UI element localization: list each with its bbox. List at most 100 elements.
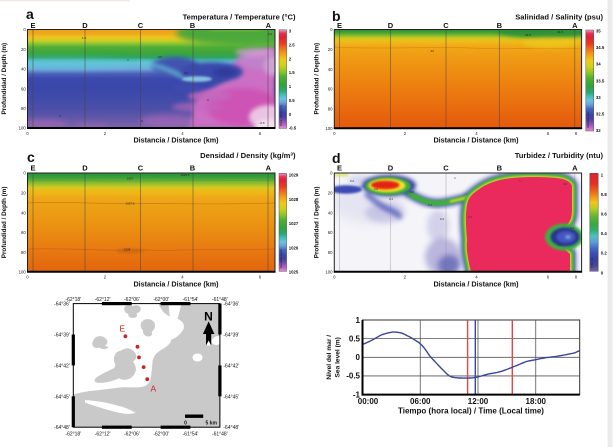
svg-text:N: N	[204, 310, 213, 324]
svg-text:Temperatura / Temperature (°C): Temperatura / Temperature (°C)	[183, 13, 296, 22]
svg-text:C: C	[443, 163, 449, 172]
svg-text:1: 1	[601, 173, 604, 178]
svg-text:B: B	[497, 163, 503, 172]
svg-text:60: 60	[21, 230, 26, 235]
svg-text:0.2: 0.2	[440, 217, 445, 221]
svg-text:Profundidad / Depth (m): Profundidad / Depth (m)	[1, 187, 8, 259]
svg-text:0.6: 0.6	[570, 226, 575, 230]
svg-text:18:00: 18:00	[526, 397, 547, 406]
svg-text:0: 0	[356, 353, 361, 362]
svg-text:0.4: 0.4	[428, 203, 433, 207]
svg-text:0.2: 0.2	[468, 215, 473, 219]
svg-text:Distancia / Distance (km): Distancia / Distance (km)	[133, 135, 219, 144]
svg-text:8: 8	[575, 274, 578, 279]
svg-text:Densidad / Density (kg/m³): Densidad / Density (kg/m³)	[200, 151, 296, 160]
svg-text:-64°39': -64°39'	[223, 333, 239, 339]
svg-text:-62°06': -62°06'	[124, 432, 140, 438]
svg-text:4: 4	[181, 274, 184, 279]
svg-text:2: 2	[404, 131, 407, 136]
svg-text:40: 40	[21, 67, 26, 72]
svg-text:-0.5: -0.5	[289, 126, 297, 131]
svg-text:0: 0	[26, 274, 29, 279]
svg-text:100: 100	[325, 126, 333, 131]
svg-text:0.6: 0.6	[410, 190, 415, 194]
svg-text:0: 0	[289, 112, 292, 117]
svg-text:1027: 1027	[289, 221, 299, 226]
svg-text:00:00: 00:00	[358, 397, 379, 406]
svg-text:Salinidad / Salinity (psu): Salinidad / Salinity (psu)	[515, 13, 603, 22]
svg-text:Temp. ITS-90 (°C): Temp. ITS-90 (°C)	[279, 105, 283, 126]
svg-text:-61°54': -61°54'	[183, 432, 199, 438]
svg-text:4: 4	[181, 131, 184, 136]
svg-text:D: D	[82, 21, 88, 30]
svg-text:B: B	[190, 163, 196, 172]
svg-text:32: 32	[596, 128, 601, 133]
svg-text:60: 60	[328, 230, 333, 235]
svg-text:0: 0	[23, 27, 26, 32]
svg-text:12:00: 12:00	[468, 397, 489, 406]
svg-text:Distancia / Distance (km): Distancia / Distance (km)	[433, 280, 519, 289]
svg-text:4: 4	[475, 131, 478, 136]
svg-text:1027.5: 1027.5	[125, 202, 135, 206]
svg-text:E: E	[30, 21, 35, 30]
svg-text:D: D	[82, 163, 88, 172]
svg-text:-61°48': -61°48'	[212, 297, 228, 303]
svg-text:5 km: 5 km	[206, 421, 218, 427]
svg-text:Tiempo (hora local) / Time (Lo: Tiempo (hora local) / Time (Local time)	[398, 407, 544, 416]
svg-text:0.6: 0.6	[601, 212, 608, 217]
svg-text:0: 0	[207, 98, 209, 102]
svg-text:60: 60	[21, 86, 26, 91]
svg-text:0.4: 0.4	[389, 197, 394, 201]
svg-text:1: 1	[519, 179, 521, 183]
svg-text:2: 2	[289, 56, 292, 61]
svg-text:6: 6	[547, 274, 550, 279]
svg-text:3: 3	[289, 29, 292, 34]
svg-text:Profundidad / Depth (m): Profundidad / Depth (m)	[314, 43, 321, 115]
svg-text:20: 20	[21, 47, 26, 52]
svg-text:D: D	[388, 163, 394, 172]
svg-text:a: a	[26, 6, 34, 22]
svg-text:0: 0	[141, 119, 143, 123]
svg-text:33.5: 33.5	[596, 78, 605, 83]
svg-text:E: E	[30, 163, 35, 172]
svg-text:100: 100	[19, 270, 27, 275]
svg-text:-62°06': -62°06'	[124, 297, 140, 303]
svg-text:-62°00': -62°00'	[153, 297, 169, 303]
svg-text:0.2: 0.2	[601, 251, 608, 256]
svg-text:6: 6	[259, 274, 262, 279]
svg-text:Turbidez / Turbidity (ntu): Turbidez / Turbidity (ntu)	[515, 151, 604, 160]
svg-text:2: 2	[104, 131, 107, 136]
svg-text:20: 20	[328, 191, 333, 196]
svg-text:35: 35	[596, 29, 601, 34]
svg-text:8: 8	[575, 131, 578, 136]
svg-text:A: A	[572, 21, 578, 30]
svg-text:1028: 1028	[289, 197, 299, 202]
svg-text:E: E	[337, 21, 342, 30]
svg-text:Nivel del mar /: Nivel del mar /	[326, 335, 333, 380]
svg-text:E: E	[120, 324, 126, 334]
svg-text:0: 0	[333, 274, 336, 279]
svg-text:-62°18': -62°18'	[65, 432, 81, 438]
svg-text:0.5: 0.5	[184, 71, 189, 75]
svg-text:2: 2	[404, 274, 407, 279]
svg-text:0: 0	[601, 270, 604, 275]
svg-text:Densidad, kg/m³: Densidad, kg/m³	[279, 249, 283, 268]
svg-text:-64°42': -64°42'	[54, 363, 70, 369]
svg-text:0: 0	[59, 114, 61, 118]
svg-text:A: A	[266, 163, 272, 172]
svg-text:Sea level (m): Sea level (m)	[335, 337, 342, 377]
svg-text:Turb, ntu: Turb, ntu	[590, 257, 594, 268]
svg-text:C: C	[138, 163, 144, 172]
svg-text:80: 80	[328, 106, 333, 111]
svg-text:1: 1	[454, 176, 456, 180]
svg-text:1: 1	[289, 84, 292, 89]
svg-text:100: 100	[325, 270, 333, 275]
svg-text:Salinidad, psu: Salinidad, psu	[586, 111, 590, 128]
svg-text:1026: 1026	[289, 245, 299, 250]
svg-text:D: D	[388, 21, 394, 30]
svg-text:-64°48': -64°48'	[223, 425, 239, 431]
svg-text:-62°00': -62°00'	[153, 432, 169, 438]
svg-text:B: B	[497, 21, 503, 30]
svg-text:1: 1	[356, 316, 361, 325]
svg-text:6: 6	[259, 131, 262, 136]
